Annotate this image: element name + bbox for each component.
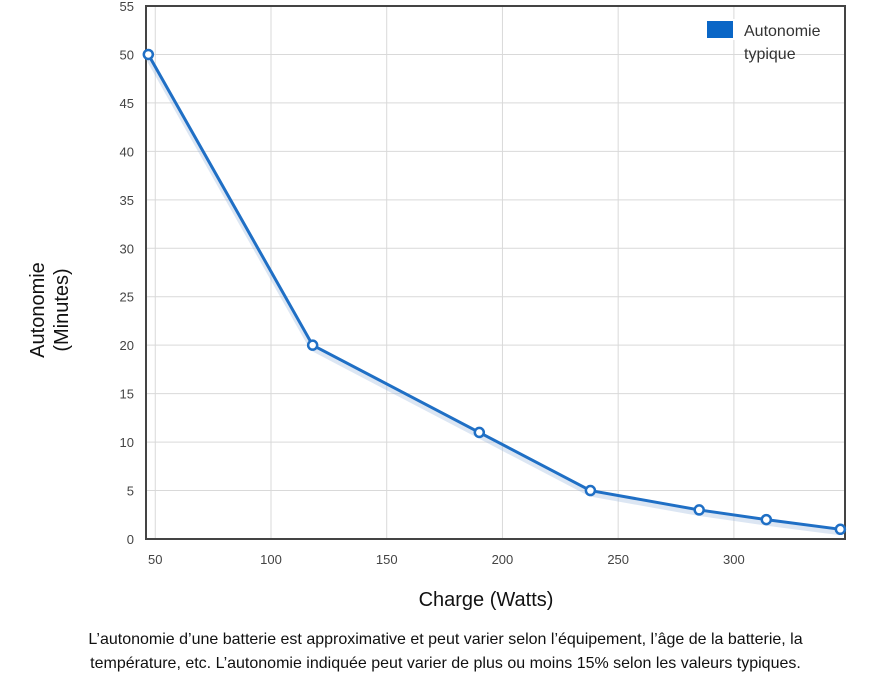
data-point	[760, 513, 773, 526]
y-axis-title-line-2: (Minutes)	[51, 268, 73, 351]
plot-frame	[145, 5, 846, 540]
y-tick-label: 5	[127, 484, 134, 499]
series-line	[147, 53, 841, 531]
x-tick-label: 50	[148, 552, 162, 567]
data-point	[142, 48, 155, 61]
x-tick-label: 300	[723, 552, 745, 567]
y-tick-labels: 0 5 10 15 20 25 30 35 40 45 50 55	[120, 0, 134, 547]
data-point	[306, 339, 319, 351]
caption-line-1: L’autonomie d’une batterie est approxima…	[88, 631, 803, 648]
y-tick-label: 55	[120, 0, 134, 14]
runtime-line-chart: 0 5 10 15 20 25 30 35 40 45 50 55 50 100 150 200 250 300…	[27, 0, 847, 611]
data-point	[834, 523, 847, 536]
legend-swatch	[705, 19, 735, 40]
y-gridlines	[146, 5, 845, 540]
series-line-shadow	[145, 55, 841, 536]
legend-label-line-2: typique	[744, 46, 796, 63]
y-tick-label: 45	[120, 96, 134, 111]
y-tick-label: 0	[127, 532, 134, 547]
caption-line-2: température, etc. L’autonomie indiquée p…	[90, 655, 801, 672]
y-tick-label: 40	[120, 144, 134, 159]
x-tick-label: 150	[376, 552, 398, 567]
x-tick-labels: 50 100 150 200 250 300	[148, 552, 745, 567]
y-tick-label: 30	[120, 241, 134, 256]
y-tick-label: 25	[120, 290, 134, 305]
y-tick-label: 50	[120, 47, 134, 62]
x-axis-title: Charge (Watts)	[419, 589, 554, 611]
series-layer	[142, 48, 847, 536]
y-tick-label: 15	[120, 387, 134, 402]
x-tick-label: 250	[607, 552, 629, 567]
y-tick-label: 35	[120, 193, 134, 208]
data-point	[473, 426, 486, 439]
data-point	[584, 484, 597, 497]
x-gridlines	[154, 6, 735, 539]
y-tick-label: 20	[120, 338, 134, 353]
x-tick-label: 200	[492, 552, 514, 567]
data-point	[693, 504, 705, 516]
y-axis-title-line-1: Autonomie	[27, 262, 49, 358]
x-tick-label: 100	[260, 552, 282, 567]
legend: Autonomie typique	[705, 19, 821, 63]
y-tick-label: 10	[120, 435, 134, 450]
chart-caption: L’autonomie d’une batterie est approxima…	[20, 628, 871, 676]
legend-label-line-1: Autonomie	[744, 23, 821, 40]
y-axis-title: Autonomie (Minutes)	[27, 262, 73, 358]
